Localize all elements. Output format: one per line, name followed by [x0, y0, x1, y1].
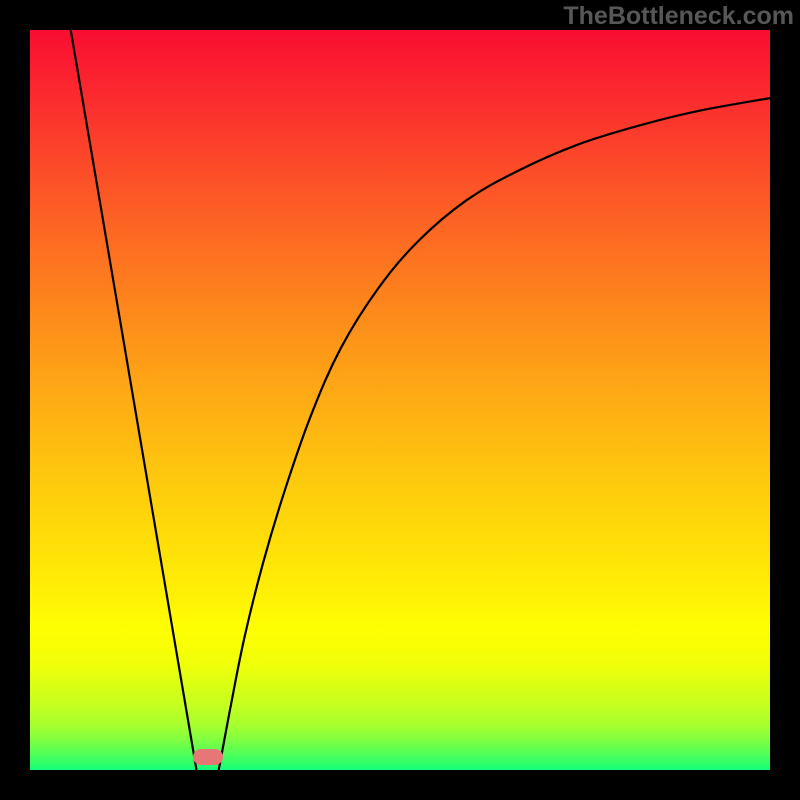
chart-container: TheBottleneck.com [0, 0, 800, 800]
curve-right-segment [219, 98, 770, 770]
watermark-text: TheBottleneck.com [563, 2, 794, 31]
bottleneck-curve [30, 30, 770, 770]
optimal-point-marker [193, 749, 223, 765]
curve-left-segment [71, 30, 197, 770]
plot-area [30, 30, 770, 770]
